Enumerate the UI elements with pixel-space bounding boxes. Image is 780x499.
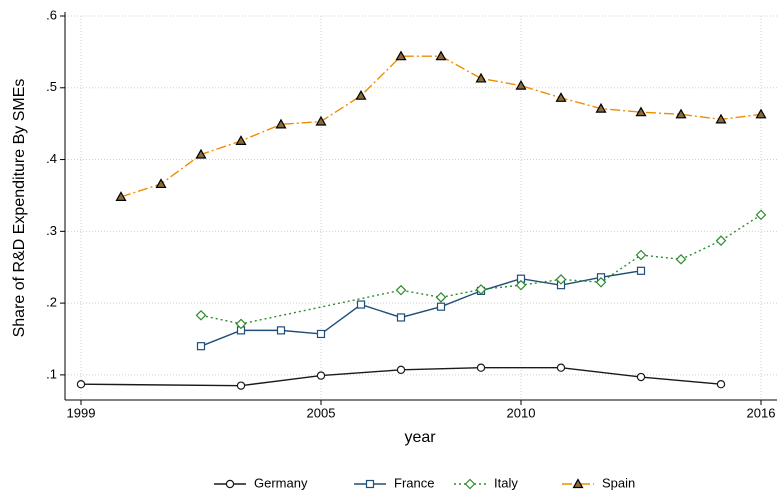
marker <box>556 363 566 372</box>
marker <box>755 108 767 119</box>
marker <box>356 300 366 309</box>
marker <box>236 381 246 390</box>
marker <box>195 309 207 321</box>
marker <box>275 118 287 129</box>
y-tick-label: .1 <box>46 366 57 381</box>
marker <box>595 276 607 288</box>
legend-label: France <box>394 475 434 490</box>
marker <box>515 79 527 90</box>
marker <box>435 50 447 61</box>
marker <box>196 342 206 351</box>
series-line <box>80 367 722 387</box>
marker <box>595 102 607 113</box>
legend-marker <box>572 478 584 489</box>
series-line <box>200 270 642 347</box>
marker <box>395 284 407 296</box>
marker <box>315 115 327 126</box>
marker <box>715 235 727 247</box>
marker <box>276 326 286 335</box>
marker <box>235 318 247 330</box>
legend-marker <box>225 479 235 489</box>
y-tick-label: .3 <box>46 223 57 238</box>
marker <box>235 135 247 145</box>
marker <box>435 292 447 303</box>
marker <box>155 178 167 189</box>
marker <box>715 113 727 124</box>
marker <box>475 72 487 83</box>
marker <box>555 92 567 102</box>
marker <box>115 191 127 201</box>
y-tick-label: .5 <box>46 79 57 94</box>
y-axis-label: Share of R&D Expenditure By SMEs <box>11 79 28 338</box>
marker <box>476 363 486 372</box>
marker <box>475 284 487 295</box>
marker <box>716 380 726 389</box>
y-tick-label: .2 <box>46 295 57 310</box>
marker <box>316 371 326 380</box>
x-tick-label: 2016 <box>747 405 776 420</box>
series-line <box>200 214 762 325</box>
marker <box>675 108 687 119</box>
marker <box>436 302 446 311</box>
marker <box>396 313 406 322</box>
marker <box>355 89 367 100</box>
marker <box>396 365 406 375</box>
legend-marker <box>365 479 375 489</box>
legend-marker <box>464 478 476 490</box>
legend-label: Italy <box>494 475 518 490</box>
y-tick-label: .4 <box>46 151 57 166</box>
marker <box>675 253 687 265</box>
marker <box>755 209 767 221</box>
marker <box>76 380 86 389</box>
marker <box>195 148 207 159</box>
x-axis-label: year <box>404 429 436 446</box>
x-tick-label: 1999 <box>67 405 96 420</box>
marker <box>515 279 527 291</box>
x-tick-label: 2010 <box>507 405 536 420</box>
marker <box>636 372 646 382</box>
marker <box>395 50 407 61</box>
marker <box>316 329 326 339</box>
marker <box>635 106 647 117</box>
legend-label: Spain <box>602 475 635 490</box>
marker <box>635 249 647 261</box>
legend-label: Germany <box>254 475 308 490</box>
y-tick-label: .6 <box>46 7 57 22</box>
marker <box>555 274 567 285</box>
x-tick-label: 2005 <box>307 405 336 420</box>
marker <box>636 266 646 275</box>
